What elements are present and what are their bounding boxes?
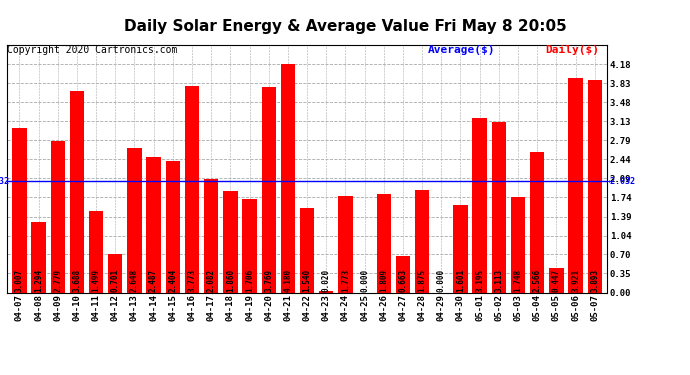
- Bar: [530, 152, 544, 292]
- Text: Daily($): Daily($): [545, 45, 599, 55]
- Text: 4.180: 4.180: [284, 269, 293, 292]
- Bar: [473, 118, 487, 292]
- Text: Copyright 2020 Cartronics.com: Copyright 2020 Cartronics.com: [7, 45, 177, 55]
- Text: 0.447: 0.447: [552, 269, 561, 292]
- Bar: [377, 194, 391, 292]
- Text: Daily Solar Energy & Average Value Fri May 8 20:05: Daily Solar Energy & Average Value Fri M…: [124, 19, 566, 34]
- Bar: [185, 86, 199, 292]
- Bar: [569, 78, 583, 292]
- Bar: [319, 291, 333, 292]
- Text: 1.499: 1.499: [92, 269, 101, 292]
- Bar: [300, 209, 314, 292]
- Bar: [588, 80, 602, 292]
- Bar: [338, 196, 353, 292]
- Bar: [108, 254, 122, 292]
- Text: 1.809: 1.809: [380, 269, 388, 292]
- Text: 3.769: 3.769: [264, 269, 273, 292]
- Text: 2.566: 2.566: [533, 269, 542, 292]
- Text: 2.779: 2.779: [53, 269, 62, 292]
- Bar: [549, 268, 564, 292]
- Bar: [281, 64, 295, 292]
- Text: 3.007: 3.007: [15, 269, 24, 292]
- Bar: [89, 211, 104, 292]
- Text: 1.294: 1.294: [34, 269, 43, 292]
- Text: 0.701: 0.701: [111, 269, 120, 292]
- Bar: [242, 199, 257, 292]
- Text: 0.020: 0.020: [322, 269, 331, 292]
- Text: 2.648: 2.648: [130, 269, 139, 292]
- Text: 1.860: 1.860: [226, 269, 235, 292]
- Bar: [50, 141, 65, 292]
- Text: 1.875: 1.875: [417, 269, 426, 292]
- Bar: [166, 161, 180, 292]
- Bar: [70, 91, 84, 292]
- Bar: [396, 256, 410, 292]
- Text: 3.688: 3.688: [72, 269, 81, 292]
- Text: 0.000: 0.000: [437, 269, 446, 292]
- Text: 3.921: 3.921: [571, 269, 580, 292]
- Bar: [12, 128, 26, 292]
- Text: 3.773: 3.773: [188, 269, 197, 292]
- Bar: [127, 148, 141, 292]
- Bar: [511, 197, 525, 292]
- Text: 1.540: 1.540: [302, 269, 312, 292]
- Text: Average($): Average($): [428, 45, 495, 55]
- Text: 1.773: 1.773: [341, 269, 350, 292]
- Text: 3.893: 3.893: [590, 269, 599, 292]
- Text: 0.663: 0.663: [398, 269, 407, 292]
- Text: 2.082: 2.082: [207, 269, 216, 292]
- Bar: [415, 190, 429, 292]
- Text: 1.601: 1.601: [456, 269, 465, 292]
- Text: 1.706: 1.706: [245, 269, 254, 292]
- Bar: [146, 157, 161, 292]
- Bar: [262, 87, 276, 292]
- Bar: [492, 122, 506, 292]
- Text: 2.487: 2.487: [149, 269, 158, 292]
- Bar: [204, 179, 218, 292]
- Text: 0.000: 0.000: [360, 269, 369, 292]
- Text: →2.032: →2.032: [607, 177, 636, 186]
- Text: 3.113: 3.113: [494, 269, 503, 292]
- Text: 1.748: 1.748: [513, 269, 522, 292]
- Text: 3.195: 3.195: [475, 269, 484, 292]
- Text: ←2.032: ←2.032: [0, 177, 10, 186]
- Bar: [223, 191, 237, 292]
- Bar: [31, 222, 46, 292]
- Bar: [453, 205, 468, 292]
- Text: 2.404: 2.404: [168, 269, 177, 292]
